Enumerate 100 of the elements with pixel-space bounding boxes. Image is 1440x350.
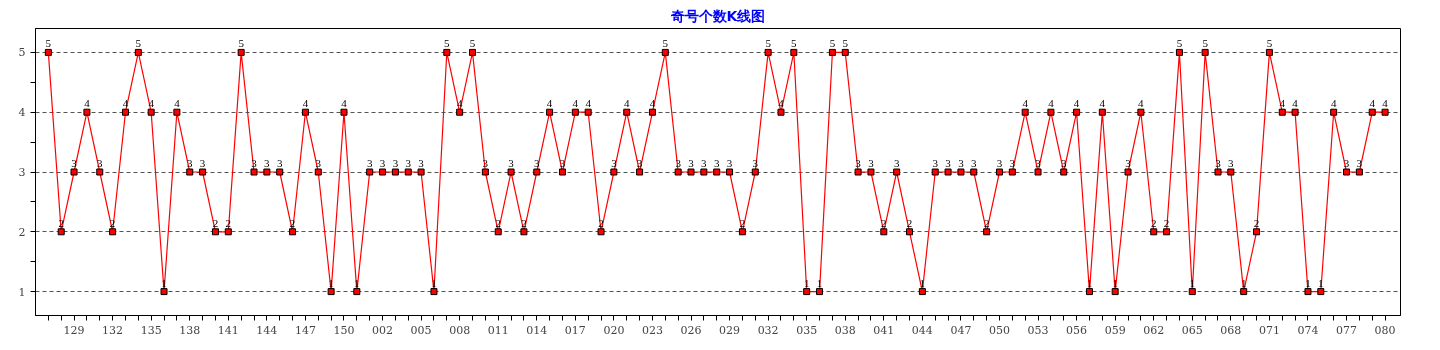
- data-label: 4: [546, 97, 553, 110]
- data-label: 5: [45, 37, 52, 50]
- data-label: 2: [289, 216, 296, 229]
- data-label: 5: [842, 37, 849, 50]
- x-tick-label: 144: [256, 323, 278, 337]
- data-label: 5: [1202, 37, 1209, 50]
- data-label: 2: [906, 216, 913, 229]
- data-label: 4: [649, 97, 656, 110]
- x-tick-label: 008: [449, 323, 471, 337]
- x-tick-label: 011: [487, 323, 509, 337]
- data-label: 4: [1369, 97, 1376, 110]
- data-label: 1: [816, 276, 823, 289]
- x-tick-label: 132: [102, 323, 124, 337]
- data-label: 1: [1240, 276, 1247, 289]
- x-tick-label: 147: [294, 323, 316, 337]
- x-tick-label: 029: [719, 323, 741, 337]
- data-label: 5: [469, 37, 476, 50]
- data-label: 3: [1009, 157, 1016, 169]
- data-label: 2: [598, 216, 604, 229]
- data-label: 1: [803, 276, 810, 289]
- data-label: 3: [996, 157, 1003, 169]
- data-label: 2: [1163, 216, 1170, 229]
- y-tick-label: 4: [18, 106, 26, 120]
- data-label: 3: [366, 157, 373, 169]
- data-label: 3: [71, 157, 78, 169]
- data-label: 1: [1318, 276, 1324, 289]
- data-label: 3: [1228, 157, 1235, 169]
- x-tick-label: 026: [680, 323, 702, 337]
- x-tick-label: 005: [410, 323, 432, 337]
- data-label: 4: [1382, 97, 1389, 110]
- x-tick-label: 135: [140, 323, 162, 337]
- data-label: 3: [1061, 157, 1067, 169]
- x-tick-label: 044: [911, 323, 933, 337]
- data-label: 4: [585, 97, 592, 110]
- data-label: 4: [1138, 97, 1145, 110]
- y-tick-label: 5: [18, 46, 26, 60]
- data-label: 4: [1048, 97, 1055, 110]
- x-tick-label: 020: [603, 323, 625, 337]
- x-tick-label: 071: [1258, 323, 1280, 337]
- data-label: 3: [636, 157, 643, 169]
- data-label: 3: [675, 157, 682, 169]
- data-label: 4: [456, 97, 463, 110]
- data-label: 3: [1343, 157, 1350, 169]
- data-label: 3: [611, 157, 618, 169]
- x-tick-label: 068: [1220, 323, 1242, 337]
- data-label: 3: [315, 157, 322, 169]
- data-label: 1: [354, 276, 360, 289]
- data-label: 3: [945, 157, 952, 169]
- data-label: 1: [431, 276, 437, 289]
- x-tick-label: 023: [641, 323, 663, 337]
- data-label: 2: [1150, 216, 1157, 229]
- data-label: 3: [688, 157, 695, 169]
- data-label: 2: [58, 216, 64, 229]
- data-label: 4: [572, 97, 579, 110]
- y-tick-label: 2: [18, 225, 26, 239]
- data-label: 5: [135, 37, 142, 50]
- data-label: 2: [495, 216, 501, 229]
- data-label: 3: [508, 157, 515, 169]
- data-label: 4: [1022, 97, 1029, 110]
- data-label: 2: [1253, 216, 1260, 229]
- data-label: 5: [238, 37, 245, 50]
- x-tick-label: 002: [372, 323, 394, 337]
- data-label: 3: [855, 157, 862, 169]
- data-label: 4: [122, 97, 129, 110]
- data-label: 4: [84, 97, 91, 110]
- x-tick-label: 014: [526, 323, 548, 337]
- data-label: 2: [983, 216, 990, 229]
- data-label: 2: [739, 216, 746, 229]
- x-tick-label: 050: [988, 323, 1010, 337]
- x-tick-label: 059: [1104, 323, 1126, 337]
- x-tick-label: 038: [834, 323, 856, 337]
- data-label: 3: [392, 157, 399, 169]
- data-label: 3: [97, 157, 104, 169]
- data-label: 1: [328, 276, 334, 289]
- data-label: 2: [225, 216, 232, 229]
- x-tick-label: 062: [1143, 323, 1165, 337]
- data-label: 5: [765, 37, 772, 50]
- data-label: 3: [726, 157, 733, 169]
- x-tick-label: 017: [564, 323, 586, 337]
- x-tick-label: 053: [1027, 323, 1049, 337]
- data-label: 5: [791, 37, 798, 50]
- data-label: 1: [1189, 276, 1196, 289]
- x-tick-label: 080: [1374, 323, 1396, 337]
- chart-title: 奇号个数K线图: [669, 7, 766, 24]
- data-label: 4: [1099, 97, 1106, 110]
- x-tick-label: 074: [1297, 323, 1319, 337]
- data-label: 1: [1086, 276, 1093, 289]
- x-tick-label: 150: [333, 323, 355, 337]
- data-label: 1: [1112, 276, 1118, 289]
- data-label: 3: [199, 157, 206, 169]
- data-label: 3: [701, 157, 708, 169]
- x-tick-label: 041: [873, 323, 895, 337]
- data-label: 4: [341, 97, 348, 110]
- data-label: 3: [1035, 157, 1042, 169]
- data-label: 3: [264, 157, 271, 169]
- x-tick-label: 129: [63, 323, 85, 337]
- data-label: 5: [1266, 37, 1273, 50]
- data-label: 3: [405, 157, 412, 169]
- data-label: 4: [623, 97, 630, 110]
- data-label: 4: [778, 97, 785, 110]
